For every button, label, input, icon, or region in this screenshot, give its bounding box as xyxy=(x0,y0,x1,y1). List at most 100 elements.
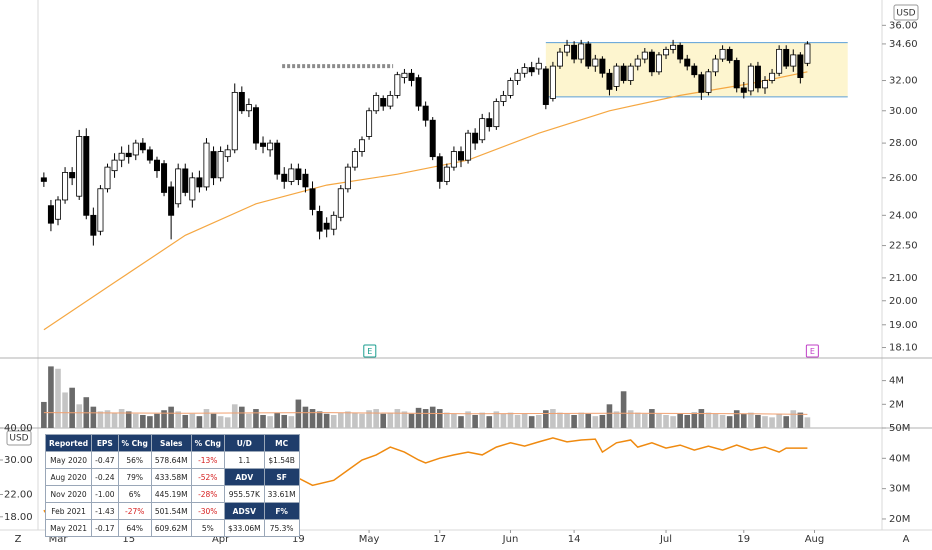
candle-body xyxy=(182,168,189,193)
y-tick-label: 4M xyxy=(889,376,904,387)
table-row: Nov 2020 -1.00 6% 445.19M -28% 955.57K 33.61M xyxy=(44,485,300,503)
table-cell: -0.47 xyxy=(91,451,119,469)
table-cell: 75.3% xyxy=(263,519,300,537)
candle-body xyxy=(457,151,464,161)
volume-bar xyxy=(691,412,698,428)
volume-bar xyxy=(436,409,443,428)
table-cell: -0.24 xyxy=(91,468,119,486)
candle-body xyxy=(521,67,528,74)
volume-bar xyxy=(422,409,429,428)
event-marker xyxy=(805,344,819,358)
candle-body xyxy=(288,168,295,182)
table-cell: 1.1 xyxy=(223,451,265,469)
candle-body xyxy=(55,199,62,220)
volume-bar xyxy=(627,410,634,428)
volume-bar xyxy=(571,414,577,428)
candle-body xyxy=(705,71,712,93)
table-cell: Aug 2020 xyxy=(44,468,93,486)
volume-bar xyxy=(656,413,662,428)
candle-body xyxy=(776,48,783,74)
table-cell: -52% xyxy=(190,468,225,486)
candle-body xyxy=(684,58,691,67)
volume-bar xyxy=(394,409,401,428)
footer-left: Z xyxy=(15,534,22,545)
volume-bar xyxy=(698,409,705,428)
volume-bar xyxy=(493,411,500,428)
x-tick-label: Aug xyxy=(805,534,825,545)
candle-body xyxy=(90,214,97,236)
volume-bar xyxy=(76,404,83,428)
candle-body xyxy=(641,51,648,60)
candle-body xyxy=(125,152,132,158)
candle-body xyxy=(224,149,231,158)
x-tick-label: May xyxy=(359,534,380,545)
candle-body xyxy=(655,54,662,73)
x-tick-label: 19 xyxy=(737,534,750,545)
volume-bar xyxy=(239,406,245,428)
volume-bar xyxy=(246,413,252,428)
table-cell: 6% xyxy=(117,485,152,503)
volume-bar xyxy=(161,410,167,428)
table-cell: 5% xyxy=(190,519,225,537)
volume-bar xyxy=(345,411,351,428)
y-tick-label: 40.00 xyxy=(4,423,33,434)
candle-body xyxy=(450,151,457,168)
volume-bar xyxy=(316,411,323,428)
footer-right: A xyxy=(903,534,910,545)
x-tick-label: Apr xyxy=(212,534,230,545)
volume-bar xyxy=(769,417,775,428)
candle-body xyxy=(719,48,726,60)
volume-bar xyxy=(507,412,514,428)
volume-bar xyxy=(599,414,606,428)
table-cell: -27% xyxy=(117,502,152,520)
table-cell: 433.58M xyxy=(150,468,192,486)
volume-bar xyxy=(521,413,528,428)
volume-bar xyxy=(182,414,189,428)
volume-bar xyxy=(189,413,196,428)
table-cell: ADSV xyxy=(223,502,265,520)
table-cell: 578.64M xyxy=(150,451,192,469)
table-cell: -13% xyxy=(190,451,225,469)
volume-bar xyxy=(147,416,153,428)
volume-bar xyxy=(486,416,493,428)
candle-body xyxy=(514,72,521,81)
table-cell: Feb 2021 xyxy=(44,502,93,520)
x-tick-label: 15 xyxy=(122,534,135,545)
candle-body xyxy=(408,72,415,81)
volume-bar xyxy=(564,413,570,428)
volume-bar xyxy=(677,413,683,428)
x-tick-label: 19 xyxy=(292,534,305,545)
volume-bar xyxy=(755,414,761,428)
volume-bar xyxy=(649,409,655,428)
candle-body xyxy=(217,151,224,179)
volume-bar xyxy=(175,411,181,428)
table-cell: -0.17 xyxy=(91,519,119,537)
volume-bar xyxy=(118,409,125,428)
x-tick-label: 14 xyxy=(568,534,581,545)
volume-bar xyxy=(634,412,641,428)
volume-bar xyxy=(401,411,408,428)
volume-bar xyxy=(797,412,804,428)
candle-body xyxy=(556,51,563,67)
candle-body xyxy=(571,44,578,60)
earnings-table: Reported EPS% Chg Sales% Chg U/D MC May 2020-… xyxy=(44,434,300,537)
candle-body xyxy=(274,142,281,175)
candle-body xyxy=(754,65,761,89)
x-tick-label: Jun xyxy=(502,534,519,545)
candle-body xyxy=(394,74,401,96)
volume-bar xyxy=(90,406,97,428)
candle-body xyxy=(175,168,182,205)
volume-bar xyxy=(359,413,365,428)
y-tick-label: 22.50 xyxy=(889,241,918,252)
candle-body xyxy=(83,136,90,216)
volume-bar xyxy=(323,413,330,428)
volume-bar xyxy=(705,412,712,428)
x-tick-label: Mar xyxy=(49,534,69,545)
candle-body xyxy=(118,152,125,161)
volume-bar xyxy=(790,410,797,428)
candle-body xyxy=(726,48,733,61)
volume-bar xyxy=(712,413,719,428)
candle-body xyxy=(804,43,811,64)
event-marker xyxy=(363,344,377,358)
y-tick-label: 24.00 xyxy=(889,210,918,221)
